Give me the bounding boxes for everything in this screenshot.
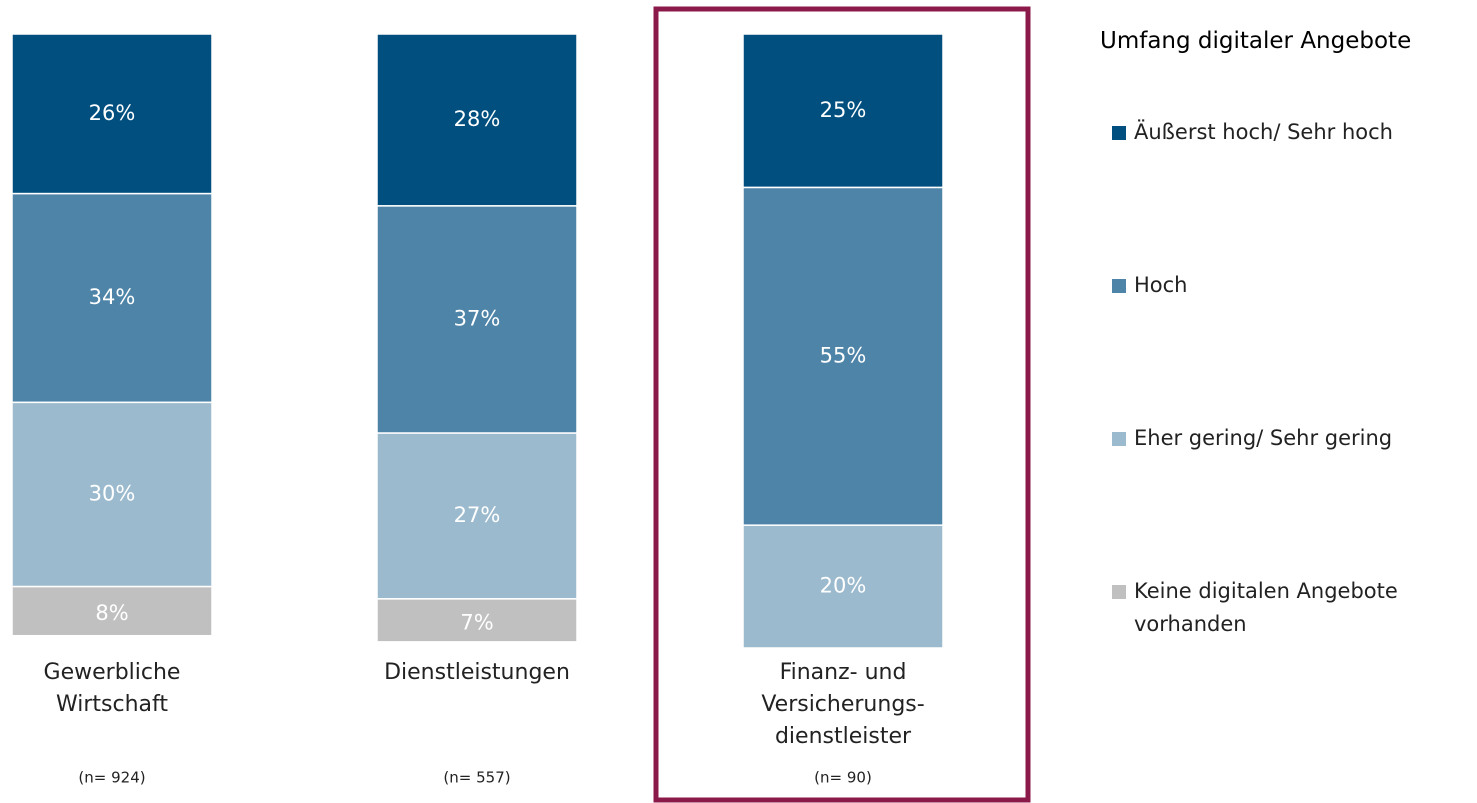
- legend-swatch: [1112, 279, 1126, 293]
- legend-entry: Äußerst hoch/ Sehr hoch: [1112, 116, 1477, 149]
- value-label: 25%: [820, 98, 867, 122]
- legend-swatch: [1112, 585, 1126, 599]
- x-tick-label: Wirtschaft: [56, 692, 168, 717]
- value-label: 55%: [820, 343, 867, 367]
- legend-entry: Hoch: [1112, 269, 1477, 302]
- legend-label: Keine digitalen Angebote vorhanden: [1134, 579, 1398, 636]
- x-tick-label: Gewerbliche: [44, 660, 181, 685]
- value-label: 34%: [89, 285, 136, 309]
- value-label: 28%: [454, 107, 501, 131]
- bar-segment: [742, 33, 944, 189]
- legend-entry: Eher gering/ Sehr gering: [1112, 422, 1477, 455]
- value-label: 37%: [454, 307, 501, 331]
- legend-entry: Keine digitalen Angebote vorhanden: [1112, 575, 1477, 641]
- bar-segment: [11, 401, 213, 588]
- sample-size: (n= 90): [814, 769, 872, 787]
- bar-segment: [11, 585, 213, 637]
- legend: Umfang digitaler Angebote Äußerst hoch/ …: [1100, 28, 1477, 636]
- legend-label: Äußerst hoch/ Sehr hoch: [1134, 120, 1393, 144]
- legend-title: Umfang digitaler Angebote: [1100, 28, 1412, 54]
- x-tick-label: Versicherungs-: [761, 692, 924, 717]
- x-tick-label: Finanz- und: [780, 660, 907, 685]
- legend-swatch: [1112, 432, 1126, 446]
- value-label: 27%: [454, 503, 501, 527]
- bar-segment: [11, 33, 213, 195]
- value-label: 30%: [89, 482, 136, 506]
- bar-segment: [11, 192, 213, 404]
- legend-label: Eher gering/ Sehr gering: [1134, 426, 1393, 450]
- bar-segment: [376, 205, 578, 434]
- highlight-box: [653, 6, 1031, 803]
- legend-label: Hoch: [1134, 273, 1188, 297]
- value-label: 8%: [95, 601, 128, 625]
- bar-segment: [742, 524, 944, 649]
- sample-size: (n= 557): [443, 769, 510, 787]
- legend-swatch: [1112, 126, 1126, 140]
- value-label: 26%: [89, 101, 136, 125]
- bar-segment: [376, 598, 578, 643]
- bar-segment: [742, 186, 944, 526]
- value-label: 7%: [460, 610, 493, 634]
- x-tick-label: dienstleister: [775, 724, 912, 749]
- bar-segment: [376, 33, 578, 207]
- bar-segment: [376, 432, 578, 600]
- x-tick-label: Dienstleistungen: [384, 660, 570, 685]
- value-label: 20%: [820, 574, 867, 598]
- sample-size: (n= 924): [78, 769, 145, 787]
